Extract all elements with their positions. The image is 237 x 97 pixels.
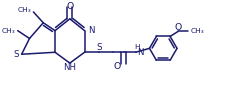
Text: O: O [174,23,182,32]
Text: O: O [66,2,73,11]
Text: S: S [96,43,102,52]
Text: N: N [137,48,143,57]
Text: S: S [13,50,19,59]
Text: H: H [134,44,140,50]
Text: CH₃: CH₃ [2,28,16,34]
Text: CH₃: CH₃ [18,7,32,13]
Text: O: O [114,61,121,71]
Text: NH: NH [63,63,76,71]
Text: CH₃: CH₃ [191,29,205,35]
Text: N: N [88,26,95,35]
